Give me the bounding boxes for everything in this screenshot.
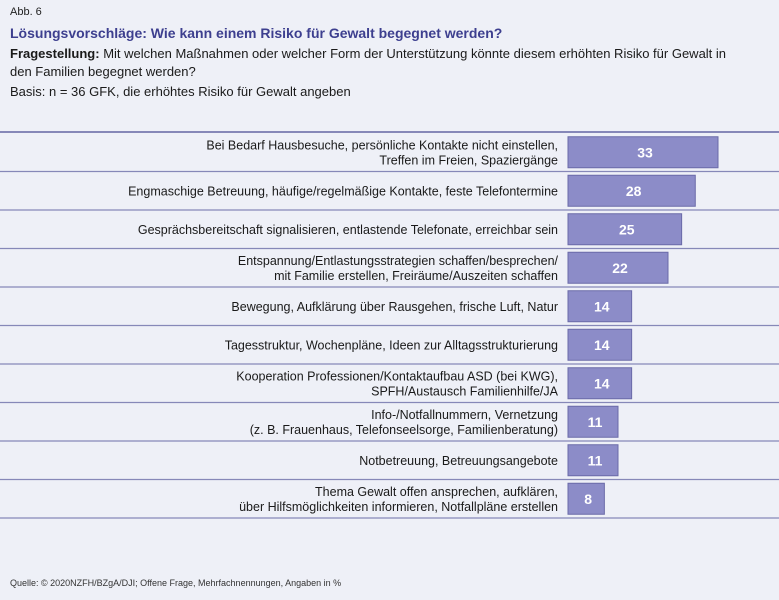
- question: Fragestellung: Mit welchen Maßnahmen ode…: [10, 45, 730, 81]
- bar: [567, 213, 683, 246]
- bar-row: 25 Gesprächsbereitschaft signalisieren, e…: [0, 213, 779, 250]
- bar-value-label: 22: [612, 260, 628, 276]
- bar: [567, 174, 696, 207]
- source-note: Quelle: © 2020NZFH/BZgA/DJI; Offene Frag…: [10, 578, 342, 588]
- bar-value-label: 14: [594, 337, 610, 353]
- bar-value-label: 14: [594, 298, 610, 314]
- question-text: Mit welchen Maßnahmen oder welcher Form …: [10, 46, 727, 79]
- category-label: Kooperation Professionen/Kontaktaufbau A…: [236, 369, 558, 398]
- basis-note: Basis: n = 36 GFK, die erhöhtes Risiko f…: [10, 84, 351, 99]
- category-label: Entspannung/Entlastungsstrategien schaff…: [238, 254, 559, 283]
- category-label: Info-/Notfallnummern, Vernetzung (z. B. F…: [250, 408, 558, 437]
- category-label: Thema Gewalt offen ansprechen, aufklären…: [239, 485, 558, 514]
- category-label: Engmaschige Betreuung, häufige/regelmäßi…: [128, 184, 558, 198]
- bar-row: 14 Tagesstruktur, Wochenpläne, Ideen zur …: [0, 328, 779, 365]
- bar-value-label: 25: [619, 221, 635, 237]
- bar: [567, 405, 619, 438]
- bar: [567, 444, 619, 477]
- bar-value-label: 8: [584, 491, 592, 507]
- category-label: Notbetreuung, Betreuungsangebote: [359, 454, 558, 468]
- bar: [567, 367, 633, 400]
- bar-row: 14 Kooperation Professionen/Kontaktaufbau…: [0, 367, 779, 404]
- top-rule: [0, 131, 779, 133]
- bar-row: 28 Engmaschige Betreuung, häufige/regelmä…: [0, 174, 779, 211]
- chart-title: Lösungsvorschläge: Wie kann einem Risiko…: [10, 25, 503, 41]
- bar-row: 14 Bewegung, Aufklärung über Rausgehen, f…: [0, 290, 779, 327]
- bar-row: 8 Thema Gewalt offen ansprechen, aufkläre…: [0, 482, 779, 519]
- bar-row: 22 Entspannung/Entlastungsstrategien scha…: [0, 251, 779, 288]
- bar-value-label: 11: [588, 414, 603, 430]
- bar-value-label: 14: [594, 375, 610, 391]
- bar: [567, 328, 633, 361]
- category-label: Tagesstruktur, Wochenpläne, Ideen zur Al…: [225, 338, 558, 352]
- bar-row: 11 Info-/Notfallnummern, Vernetzung (z. B.…: [0, 405, 779, 442]
- category-label: Bei Bedarf Hausbesuche, persönliche Kont…: [206, 138, 558, 167]
- figure-label: Abb. 6: [10, 6, 42, 18]
- bar-row: 11 Notbetreuung, Betreuungsangebote: [0, 444, 779, 481]
- bar-value-label: 28: [626, 183, 642, 199]
- bar: [567, 290, 633, 323]
- bar: [567, 482, 605, 515]
- bar-value-label: 11: [588, 452, 603, 468]
- category-label: Bewegung, Aufklärung über Rausgehen, fri…: [231, 300, 558, 314]
- bar-value-label: 33: [637, 144, 653, 160]
- bar-chart: 33 Bei Bedarf Hausbesuche, persönliche Ko…: [0, 136, 779, 519]
- question-label: Fragestellung:: [10, 46, 100, 61]
- bar: [567, 251, 669, 284]
- bar-row: 33 Bei Bedarf Hausbesuche, persönliche Ko…: [0, 136, 779, 173]
- bar: [567, 136, 719, 169]
- category-label: Gesprächsbereitschaft signalisieren, ent…: [138, 223, 558, 237]
